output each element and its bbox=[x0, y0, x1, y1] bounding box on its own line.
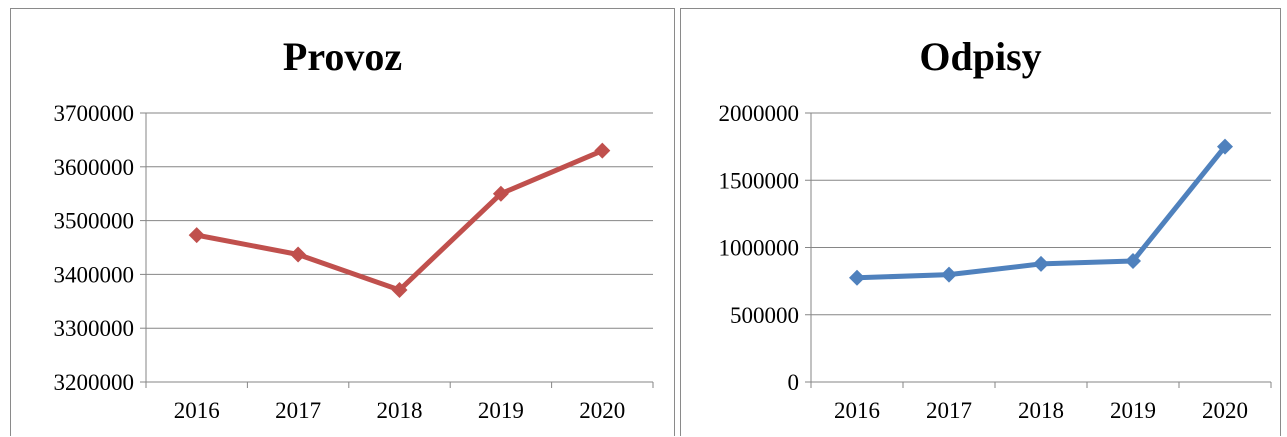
odpisy-chart-svg: 0 500000 1000000 1500000 2000000 2016 2017 2018… bbox=[719, 101, 1272, 423]
provoz-chart-panel: Provoz 3200000 3300000 3400000 3500000 36000… bbox=[10, 8, 675, 436]
data-point-marker bbox=[290, 246, 307, 263]
x-tick-label: 2019 bbox=[1110, 398, 1156, 423]
data-point-marker bbox=[941, 266, 957, 283]
x-tick-label: 2016 bbox=[834, 398, 880, 423]
data-point-marker bbox=[188, 227, 205, 244]
data-point-marker bbox=[492, 185, 509, 202]
x-tick-label: 2018 bbox=[377, 398, 423, 423]
data-point-marker bbox=[1033, 255, 1049, 272]
odpisy-chart-panel: Odpisy 0 500000 1000000 1500000 2000000 2016 2… bbox=[680, 8, 1281, 436]
x-tick-label: 2017 bbox=[926, 398, 972, 423]
data-point-marker bbox=[391, 282, 408, 299]
y-tick-label: 1500000 bbox=[719, 168, 800, 193]
y-tick-label: 3300000 bbox=[54, 316, 135, 341]
provoz-chart-svg: 3200000 3300000 3400000 3500000 3600000 37000… bbox=[54, 101, 654, 423]
y-tick-label: 3500000 bbox=[54, 209, 135, 234]
data-point-marker bbox=[1125, 252, 1141, 269]
y-tick-label: 2000000 bbox=[719, 101, 800, 126]
data-point-marker bbox=[1217, 138, 1233, 155]
x-tick-label: 2020 bbox=[579, 398, 625, 423]
y-tick-label: 0 bbox=[788, 370, 800, 395]
data-point-marker bbox=[594, 142, 611, 159]
y-tick-label: 3400000 bbox=[54, 262, 135, 287]
y-tick-label: 3200000 bbox=[54, 370, 135, 395]
x-tick-label: 2017 bbox=[275, 398, 321, 423]
chart-title: Provoz bbox=[282, 34, 403, 79]
y-tick-label: 3600000 bbox=[54, 155, 135, 180]
x-tick-label: 2018 bbox=[1018, 398, 1064, 423]
y-tick-label: 3700000 bbox=[54, 101, 135, 126]
x-tick-label: 2020 bbox=[1202, 398, 1248, 423]
x-tick-label: 2019 bbox=[478, 398, 524, 423]
data-point-marker bbox=[849, 269, 865, 286]
chart-title: Odpisy bbox=[919, 34, 1042, 79]
y-tick-label: 1000000 bbox=[719, 236, 800, 261]
y-tick-label: 500000 bbox=[730, 303, 799, 328]
x-tick-label: 2016 bbox=[174, 398, 220, 423]
